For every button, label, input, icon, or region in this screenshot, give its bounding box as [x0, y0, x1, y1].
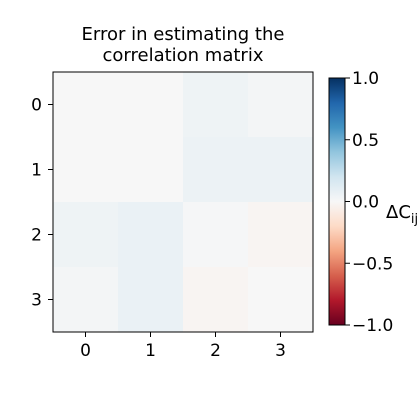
colorbar-tick-label: 1.0	[352, 69, 379, 89]
heatmap-cells	[53, 72, 314, 333]
heatmap-cell	[248, 137, 314, 203]
colorbar-label: ΔCij	[386, 202, 418, 227]
heatmap-cell	[183, 72, 249, 138]
heatmap-cell	[118, 202, 184, 268]
heatmap-cell	[118, 267, 184, 333]
colorbar-ticks: −1.0 −0.5 0.0 0.5 1.0	[345, 69, 393, 336]
x-tick-label: 2	[210, 341, 221, 361]
heatmap-cell	[118, 72, 184, 138]
y-tick-label: 0	[31, 96, 42, 116]
colorbar-tick-label: 0.5	[352, 131, 379, 151]
y-axis: 0 1 2 3	[31, 96, 53, 311]
heatmap-cell	[248, 202, 314, 268]
chart-title-line-2: correlation matrix	[102, 45, 264, 66]
x-axis: 0 1 2 3	[80, 332, 286, 361]
heatmap-cell	[53, 137, 119, 203]
x-tick-label: 1	[145, 341, 156, 361]
heatmap-cell	[53, 202, 119, 268]
x-tick-label: 0	[80, 341, 91, 361]
colorbar-tick-label: −0.5	[352, 254, 393, 274]
colorbar-tick-label: 0.0	[352, 193, 379, 213]
heatmap-cell	[53, 267, 119, 333]
colorbar-tick-label: −1.0	[352, 316, 393, 336]
plot-frame	[52, 71, 314, 333]
chart-title-line-1: Error in estimating the	[81, 24, 285, 45]
y-tick-label: 2	[31, 226, 42, 246]
y-tick-label: 3	[31, 291, 42, 311]
colorbar	[329, 78, 345, 325]
heatmap-cell	[53, 72, 119, 138]
heatmap-cell	[118, 137, 184, 203]
heatmap-cell	[248, 72, 314, 138]
heatmap-cell	[183, 137, 249, 203]
heatmap-cell	[183, 202, 249, 268]
y-tick-label: 1	[31, 161, 42, 181]
x-tick-label: 3	[275, 341, 286, 361]
heatmap-cell	[183, 267, 249, 333]
heatmap-cell	[248, 267, 314, 333]
